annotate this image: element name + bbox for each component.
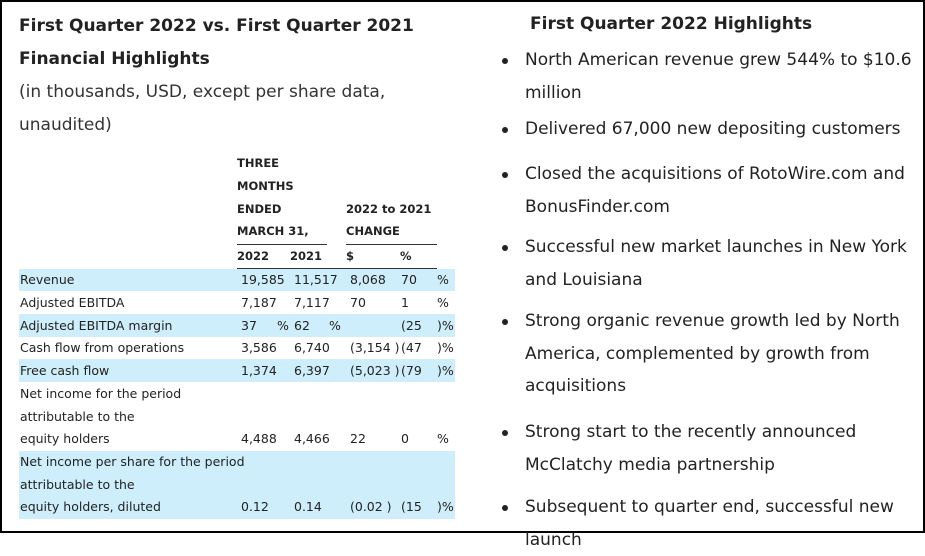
bullet-icon xyxy=(502,505,508,511)
cell-2022: 7,187 xyxy=(241,295,277,310)
row-label-line2: attributable to the xyxy=(20,476,135,492)
cell-change: (5,023 ) xyxy=(350,363,400,378)
cell-2021: 62 xyxy=(294,318,310,333)
cell-pct: (15 xyxy=(401,499,422,514)
bullet-icon xyxy=(502,172,508,178)
table-row: Free cash flow 1,374 6,397 (5,023 ) (79 … xyxy=(19,359,455,382)
bullet-icon xyxy=(502,430,508,436)
cell-change: 70 xyxy=(350,295,366,310)
cell-2021-unit: % xyxy=(329,318,341,333)
row-label: Adjusted EBITDA xyxy=(20,295,125,310)
list-item: Delivered 67,000 new depositing customer… xyxy=(502,113,922,146)
bullet-text: North American revenue grew 544% to $10.… xyxy=(525,50,912,103)
highlights-title: First Quarter 2022 Highlights xyxy=(530,14,813,34)
list-item: Strong start to the recently announced M… xyxy=(502,416,922,481)
cell-suffix: )% xyxy=(437,318,454,333)
cell-2022: 1,374 xyxy=(241,363,277,378)
cell-change: 22 xyxy=(350,431,366,446)
header-rule-right xyxy=(346,244,437,245)
cell-pct: 0 xyxy=(401,431,409,446)
bullet-text: Delivered 67,000 new depositing customer… xyxy=(525,119,901,139)
bullet-text: Strong organic revenue growth led by Nor… xyxy=(525,311,900,396)
header-col-pct: % xyxy=(400,249,412,263)
header-change-years: 2022 to 2021 xyxy=(346,202,432,216)
cell-pct: 70 xyxy=(401,272,417,287)
row-label-line3: equity holders xyxy=(20,431,110,446)
bullet-icon xyxy=(502,319,508,325)
cell-pct: (47 xyxy=(401,340,422,355)
cell-suffix: )% xyxy=(437,499,454,514)
header-three: THREE xyxy=(237,156,280,170)
cell-2021: 7,117 xyxy=(294,295,330,310)
list-item: Subsequent to quarter end, successful ne… xyxy=(502,491,922,556)
cell-suffix: )% xyxy=(437,340,454,355)
bullet-text: Closed the acquisitions of RotoWire.com … xyxy=(525,164,905,217)
cell-change: 8,068 xyxy=(350,272,386,287)
row-label-line2: attributable to the xyxy=(20,408,135,424)
cell-2022: 0.12 xyxy=(241,499,269,514)
row-label: Adjusted EBITDA margin xyxy=(20,318,173,333)
table-row: Revenue 19,585 11,517 8,068 70 % xyxy=(19,269,455,291)
table-row: Cash flow from operations 3,586 6,740 (3… xyxy=(19,337,455,359)
cell-suffix: % xyxy=(437,272,449,287)
cell-2022: 3,586 xyxy=(241,340,277,355)
bullet-text: Successful new market launches in New Yo… xyxy=(525,237,907,290)
cell-pct: 1 xyxy=(401,295,409,310)
header-rule-bottom xyxy=(237,268,437,269)
cell-suffix: )% xyxy=(437,363,454,378)
header-rule-left xyxy=(237,244,327,245)
list-item: North American revenue grew 544% to $10.… xyxy=(502,44,922,109)
cell-2022: 19,585 xyxy=(241,272,285,287)
cell-2021: 6,740 xyxy=(294,340,330,355)
row-label-line3: equity holders, diluted xyxy=(20,499,161,514)
table-row: Net income per share for the period attr… xyxy=(19,451,455,519)
bullet-icon xyxy=(502,127,508,133)
financial-highlights-section: First Quarter 2022 vs. First Quarter 202… xyxy=(19,10,459,142)
table-row: Net income for the period attributable t… xyxy=(19,383,455,451)
list-item: Successful new market launches in New Yo… xyxy=(502,231,922,296)
header-col-2021: 2021 xyxy=(290,249,323,263)
bullet-text: Subsequent to quarter end, successful ne… xyxy=(525,497,894,550)
list-item: Closed the acquisitions of RotoWire.com … xyxy=(502,158,922,223)
header-ended: ENDED xyxy=(237,202,282,216)
header-months: MONTHS xyxy=(237,179,294,193)
cell-2021: 4,466 xyxy=(294,431,330,446)
cell-change: (0.02 ) xyxy=(350,499,392,514)
row-label-line1: Net income for the period xyxy=(20,386,182,401)
cell-2021: 0.14 xyxy=(294,499,322,514)
cell-2022: 4,488 xyxy=(241,431,277,446)
cell-2021: 6,397 xyxy=(294,363,330,378)
section-title: First Quarter 2022 vs. First Quarter 202… xyxy=(19,16,414,69)
row-label: Cash flow from operations xyxy=(20,340,185,355)
cell-2022: 37 xyxy=(241,318,257,333)
cell-2021: 11,517 xyxy=(294,272,338,287)
header-col-2022: 2022 xyxy=(237,249,270,263)
table-row: Adjusted EBITDA margin 37 % 62 % (25 )% xyxy=(19,314,455,337)
cell-pct: (79 xyxy=(401,363,422,378)
bullet-text: Strong start to the recently announced M… xyxy=(525,422,857,475)
bullet-icon xyxy=(502,245,508,251)
header-change: CHANGE xyxy=(346,224,400,238)
row-label: Free cash flow xyxy=(20,363,110,378)
cell-2022-unit: % xyxy=(277,318,289,333)
bullet-icon xyxy=(502,58,508,64)
table-row: Adjusted EBITDA 7,187 7,117 70 1 % xyxy=(19,291,455,314)
list-item: Strong organic revenue growth led by Nor… xyxy=(502,305,922,403)
cell-suffix: % xyxy=(437,295,449,310)
cell-change: (3,154 ) xyxy=(350,340,400,355)
cell-suffix: % xyxy=(437,431,449,446)
section-subtitle: (in thousands, USD, except per share dat… xyxy=(19,82,386,135)
header-col-dollar: $ xyxy=(346,249,355,263)
row-label-line1: Net income per share for the period xyxy=(20,454,245,469)
cell-pct: (25 xyxy=(401,318,422,333)
row-label: Revenue xyxy=(20,272,75,287)
header-march: MARCH 31, xyxy=(237,224,309,238)
